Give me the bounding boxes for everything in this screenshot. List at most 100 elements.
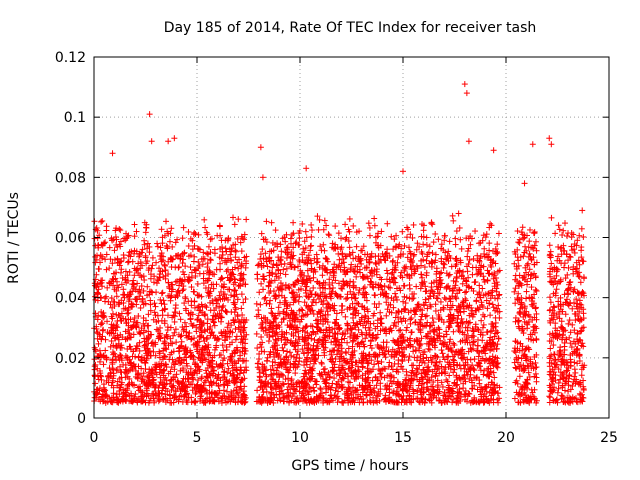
roti-point <box>256 289 263 296</box>
roti-point <box>445 353 452 360</box>
roti-point <box>98 241 105 248</box>
roti-point <box>318 247 325 254</box>
roti-point <box>168 255 175 262</box>
roti-point <box>205 351 212 358</box>
roti-point <box>523 288 530 295</box>
roti-point <box>402 300 409 307</box>
roti-point <box>378 358 385 365</box>
roti-point <box>234 344 241 351</box>
roti-point <box>207 236 214 243</box>
roti-point <box>159 312 166 319</box>
roti-point <box>410 221 417 228</box>
roti-point <box>201 379 208 386</box>
roti-point <box>129 353 136 360</box>
roti-point <box>191 304 198 311</box>
roti-point <box>280 347 287 354</box>
roti-point <box>157 324 164 331</box>
roti-point <box>93 224 100 231</box>
roti-point <box>240 327 247 334</box>
roti-point <box>142 252 149 259</box>
roti-point <box>136 328 143 335</box>
roti-point <box>329 284 336 291</box>
roti-point <box>111 247 118 254</box>
roti-point <box>166 238 173 245</box>
roti-point <box>368 345 375 352</box>
roti-point <box>231 264 238 271</box>
roti-point <box>108 295 115 302</box>
roti-point <box>219 304 226 311</box>
roti-point <box>129 258 136 265</box>
roti-point <box>226 286 233 293</box>
roti-point <box>100 361 107 368</box>
roti-point <box>198 374 205 381</box>
roti-point <box>514 228 521 235</box>
roti-point <box>158 300 165 307</box>
roti-point <box>237 329 244 336</box>
roti-point <box>145 335 152 342</box>
roti-point <box>158 370 165 377</box>
roti-point <box>392 290 399 297</box>
roti-point <box>185 242 192 249</box>
roti-point <box>143 224 150 231</box>
roti-point <box>264 263 271 270</box>
roti-point <box>207 257 214 264</box>
roti-point <box>318 360 325 367</box>
roti-point <box>116 375 123 382</box>
roti-point <box>156 265 163 272</box>
roti-point <box>109 310 116 317</box>
roti-point <box>222 308 229 315</box>
roti-point <box>173 339 180 346</box>
roti-point <box>339 398 346 405</box>
roti-point <box>151 300 158 307</box>
roti-point <box>278 248 285 255</box>
roti-point <box>350 222 357 229</box>
roti-point <box>168 225 175 232</box>
roti-point <box>231 359 238 366</box>
roti-point <box>191 298 198 305</box>
roti-point <box>458 245 465 252</box>
roti-point <box>447 336 454 343</box>
roti-point <box>478 317 485 324</box>
roti-point <box>432 230 439 237</box>
roti-point <box>99 327 106 334</box>
roti-point-cloud <box>91 210 588 406</box>
roti-point <box>533 364 540 371</box>
roti-point <box>203 387 210 394</box>
roti-point <box>187 235 194 242</box>
roti-point <box>408 259 415 266</box>
roti-point <box>120 291 127 298</box>
roti-point <box>92 380 99 387</box>
roti-point <box>455 210 462 217</box>
roti-point <box>131 233 138 240</box>
roti-point <box>342 221 349 228</box>
roti-point <box>137 304 144 311</box>
roti-point <box>237 239 244 246</box>
roti-point <box>161 261 168 268</box>
roti-point <box>117 227 124 234</box>
roti-point <box>399 228 406 235</box>
roti-point <box>233 291 240 298</box>
roti-point <box>176 354 183 361</box>
roti-point <box>158 226 165 233</box>
roti-point <box>163 242 170 249</box>
roti-point <box>223 268 230 275</box>
roti-point <box>454 319 461 326</box>
roti-point <box>366 232 373 239</box>
roti-point <box>235 318 242 325</box>
roti-point <box>144 292 151 299</box>
roti-point <box>191 359 198 366</box>
roti-point <box>157 296 164 303</box>
roti-point <box>532 370 539 377</box>
roti-point <box>141 219 148 226</box>
roti-point <box>113 323 120 330</box>
roti-point <box>512 272 519 279</box>
roti-point <box>239 275 246 282</box>
roti-point <box>317 243 324 250</box>
roti-point <box>146 288 153 295</box>
roti-point <box>196 368 203 375</box>
roti-point <box>548 214 555 221</box>
roti-point <box>235 283 242 290</box>
roti-point <box>150 376 157 383</box>
roti-point <box>476 282 483 289</box>
roti-point <box>318 359 325 366</box>
